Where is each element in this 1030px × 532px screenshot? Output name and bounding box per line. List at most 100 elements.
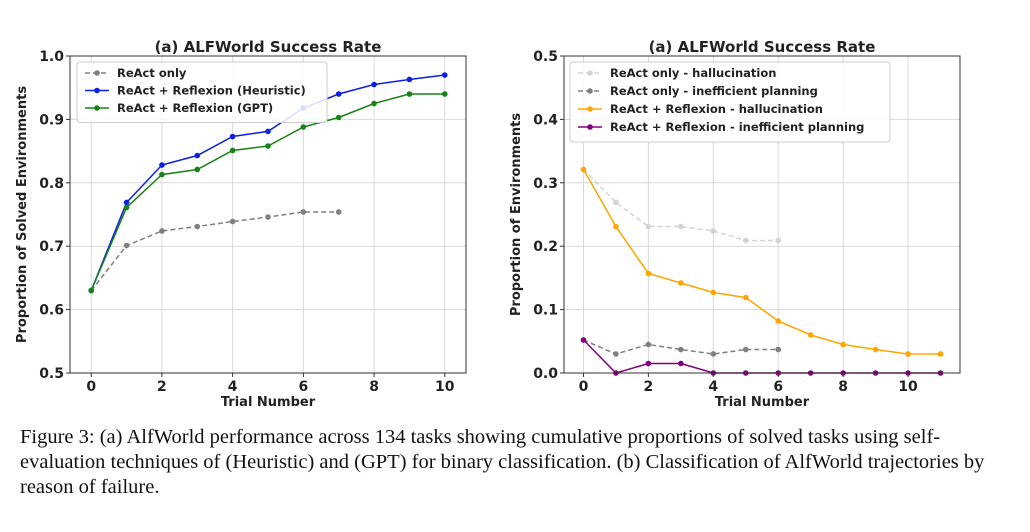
legend-marker	[587, 106, 593, 112]
chart-1: 0 2 4 6 8 10 0.5 0.6 0.7 0.8 0.9 1.0 (a) ALFWorld Su…	[15, 38, 467, 410]
series-line	[90, 211, 339, 292]
data-point	[194, 223, 201, 230]
data-point	[441, 72, 448, 78]
data-point	[742, 346, 749, 353]
legend-label: ReAct only	[117, 66, 187, 80]
data-point	[613, 223, 619, 230]
data-point	[229, 218, 236, 225]
data-point	[265, 214, 271, 220]
data-point	[159, 228, 165, 234]
data-point	[742, 237, 749, 244]
legend-label: ReAct only - hallucination	[610, 66, 776, 80]
legend-label: ReAct + Reflexion (GPT)	[117, 101, 273, 115]
chart-title: (a) ALFWorld Success Rate	[649, 38, 876, 56]
y-tick-label: 0.8	[39, 176, 64, 192]
x-tick-label: 6	[298, 379, 308, 395]
data-point	[710, 289, 717, 296]
x-tick-label: 8	[369, 379, 379, 395]
legend-marker	[587, 124, 593, 130]
figure-caption: Figure 3: (a) AlfWorld performance acros…	[20, 425, 1010, 500]
legend-label: ReAct + Reflexion (Heuristic)	[117, 84, 306, 98]
y-tick-label: 0.4	[533, 112, 558, 128]
y-tick-label: 1.0	[39, 49, 64, 65]
legend-marker	[94, 105, 100, 111]
data-point	[775, 237, 782, 244]
data-point	[678, 223, 684, 230]
series-line	[582, 169, 941, 355]
y-tick-label: 0.7	[39, 239, 64, 255]
x-axis-label: Trial Number	[221, 395, 316, 410]
x-tick-label: 8	[838, 379, 848, 395]
data-point	[335, 209, 342, 215]
data-point	[872, 346, 879, 353]
data-point	[710, 228, 717, 234]
data-point	[159, 162, 165, 168]
data-point	[265, 128, 271, 135]
y-tick-label: 0.9	[39, 112, 64, 128]
data-point	[678, 360, 684, 367]
legend-marker	[587, 88, 593, 94]
x-tick-label: 6	[773, 379, 783, 395]
x-tick-label: 0	[86, 379, 96, 395]
data-point	[300, 209, 307, 215]
legend-label: ReAct + Reflexion - inefficient planning	[610, 120, 864, 134]
data-point	[335, 91, 342, 97]
data-point	[88, 287, 95, 294]
legend-marker	[94, 70, 100, 76]
data-point	[194, 166, 201, 173]
data-point	[123, 204, 130, 211]
y-tick-label: 0.3	[533, 176, 558, 192]
data-point	[840, 341, 846, 348]
data-point	[194, 152, 201, 159]
data-point	[905, 351, 911, 357]
y-tick-label: 0.2	[533, 239, 558, 255]
plot-frame	[69, 55, 467, 374]
y-tick-label: 0.1	[533, 303, 558, 319]
legend-box	[569, 61, 891, 143]
y-tick-label: 0.6	[39, 303, 64, 319]
x-tick-label: 10	[898, 379, 918, 395]
y-tick-label: 0.5	[39, 366, 64, 382]
data-point	[229, 133, 236, 140]
series-line	[582, 168, 779, 242]
x-tick-label: 4	[708, 379, 718, 395]
data-point	[159, 171, 165, 178]
data-point	[406, 91, 413, 97]
data-point	[265, 143, 271, 149]
data-point	[645, 341, 652, 348]
y-axis-label: Proportion of Environments	[509, 113, 524, 317]
legend-label: ReAct only - inefficient planning	[610, 84, 818, 98]
x-tick-label: 10	[435, 379, 455, 395]
data-point	[613, 351, 619, 357]
plot-frame	[563, 55, 961, 374]
chart-2: 0 2 4 6 8 10 0.0 0.1 0.2 0.3 0.4 0.5 (a) ALFWorld Su…	[509, 38, 961, 410]
data-point	[335, 114, 342, 121]
data-point	[123, 242, 130, 249]
x-tick-label: 2	[644, 379, 654, 395]
data-point	[580, 337, 587, 343]
data-point	[937, 351, 944, 357]
data-point	[441, 91, 448, 97]
chart-title: (a) ALFWorld Success Rate	[155, 38, 382, 56]
data-point	[229, 147, 236, 154]
caption-text: Figure 3: (a) AlfWorld performance acros…	[20, 426, 985, 498]
y-tick-label: 0.0	[533, 366, 558, 382]
data-point	[613, 199, 619, 206]
data-point	[710, 351, 717, 357]
x-tick-label: 2	[157, 379, 167, 395]
data-point	[775, 346, 782, 353]
data-point	[645, 223, 652, 230]
x-axis-label: Trial Number	[715, 395, 810, 410]
data-point	[406, 76, 413, 83]
y-tick-label: 0.5	[533, 49, 558, 65]
data-point	[775, 318, 782, 324]
series-line	[582, 339, 941, 374]
data-point	[645, 270, 652, 277]
x-tick-label: 0	[579, 379, 589, 395]
data-point	[580, 166, 587, 173]
x-tick-label: 4	[228, 379, 238, 395]
figure-charts: 0 2 4 6 8 10 0.5 0.6 0.7 0.8 0.9 1.0 (a) ALFWorld Su…	[15, 38, 961, 410]
data-point	[742, 294, 749, 301]
data-point	[645, 360, 652, 367]
series-line	[90, 93, 445, 291]
